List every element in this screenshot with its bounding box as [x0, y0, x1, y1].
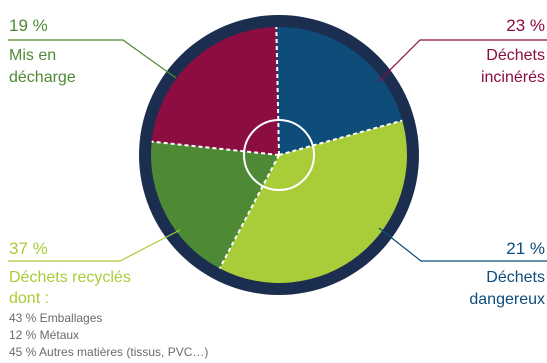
- pie-slice-3: [219, 120, 407, 283]
- pie-slice-1: [151, 27, 279, 156]
- label-name-decharge-line2: décharge: [9, 69, 76, 86]
- leader-line-incineres: [377, 39, 547, 83]
- pie-slice-4: [150, 141, 279, 269]
- center-circle: [243, 119, 315, 191]
- label-name-recycles-line2: dont :: [9, 290, 49, 307]
- leader-line-recycles: [8, 229, 181, 262]
- recycled-breakdown-item-3: 45 % Autres matières (tissus, PVC…): [9, 345, 208, 359]
- slice-separator-3: [278, 119, 403, 156]
- slice-separator-2: [275, 27, 280, 156]
- leader-line-dangereux: [378, 227, 547, 262]
- leader-line-decharge: [8, 39, 177, 79]
- label-name-incineres-line1: Déchets: [486, 47, 545, 64]
- label-name-dangereux-line1: Déchets: [486, 269, 545, 286]
- label-name-dangereux-line2: dangereux: [469, 291, 545, 308]
- slice-separator-4: [218, 154, 280, 269]
- label-pct-dangereux: 21 %: [506, 239, 545, 258]
- recycled-breakdown-item-1: 43 % Emballages: [9, 311, 102, 325]
- label-name-incineres-line2: incinérés: [481, 69, 545, 86]
- label-name-recycles-line1: Déchets recyclés: [9, 269, 131, 286]
- label-pct-decharge: 19 %: [9, 16, 48, 35]
- label-pct-incineres: 23 %: [506, 16, 545, 35]
- pie-slice-2: [276, 27, 403, 156]
- recycled-breakdown-item-2: 12 % Métaux: [9, 328, 79, 342]
- slice-separator-1: [151, 140, 280, 156]
- label-pct-recycles: 37 %: [9, 239, 48, 258]
- label-name-decharge-line1: Mis en: [9, 47, 56, 64]
